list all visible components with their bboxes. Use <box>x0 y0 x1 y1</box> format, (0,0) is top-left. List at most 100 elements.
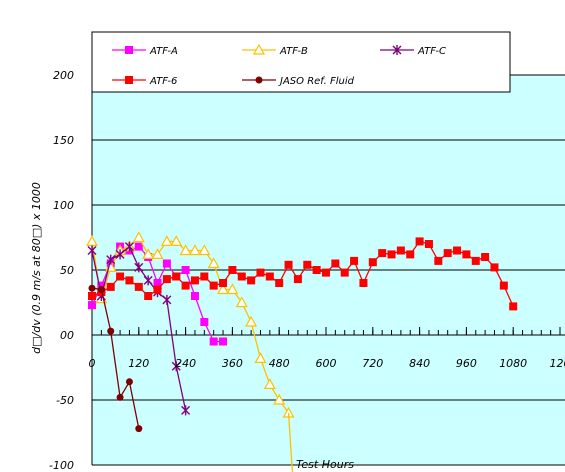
data-point-atf-a <box>153 279 162 287</box>
data-point-atf-a <box>162 259 171 268</box>
data-point-atf-a <box>209 337 218 346</box>
data-point-atf-6 <box>200 272 209 281</box>
x-tick-label: 960 <box>456 357 477 370</box>
data-point-atf-b <box>179 244 192 256</box>
series-layer <box>85 231 518 472</box>
y-tick-label: 100 <box>53 199 74 212</box>
legend-label-atf-c: ATF-C <box>417 46 446 57</box>
series-line-atf-b <box>91 236 290 414</box>
data-point-atf-a <box>190 292 199 300</box>
legend: ATF-A ATF-B ATF-C ATF-6 JASO Ref. Fluid <box>91 31 511 93</box>
y-axis-label: d□/dv (0.9 m/s at 80□) x 1000 <box>30 182 43 354</box>
data-point-atf-a <box>97 281 106 290</box>
data-point-atf-6 <box>331 259 340 268</box>
data-point-atf-b <box>207 257 220 269</box>
data-point-atf-6 <box>237 272 246 281</box>
data-point-atf-a <box>134 242 143 251</box>
data-point-atf-b <box>226 283 239 295</box>
data-point-atf-b <box>85 235 99 246</box>
y-tick-labels: 200 150 100 50 00 -50 -100 <box>49 69 74 472</box>
x-tick-label: 120 <box>128 357 149 370</box>
legend-label-atf-b: ATF-B <box>279 46 308 57</box>
data-point-atf-6 <box>209 281 218 290</box>
legend-marker-jaso-ref-fluid <box>255 76 263 84</box>
data-point-atf-6 <box>134 282 143 291</box>
data-point-atf-b <box>254 352 267 363</box>
data-point-atf-6 <box>443 249 452 258</box>
data-point-atf-a <box>88 301 96 310</box>
legend-item-atf-c: ATF-C <box>380 45 446 57</box>
x-tick-labels: 0 120 240 360 480 600 720 840 960 1080 120 <box>89 357 565 370</box>
legend-item-atf-a: ATF-A <box>112 46 178 57</box>
x-tick-label: 600 <box>316 357 337 370</box>
data-point-atf-b <box>263 378 276 389</box>
series-line-atf-b-tail <box>287 412 294 472</box>
data-point-atf-6 <box>415 237 424 246</box>
data-point-atf-a <box>219 337 228 346</box>
data-point-atf-b <box>151 248 164 259</box>
legend-label-jaso-ref-fluid: JASO Ref. Fluid <box>278 76 355 87</box>
data-point-atf-6 <box>453 246 462 255</box>
data-point-atf-6 <box>303 260 312 269</box>
data-point-atf-b <box>245 315 258 327</box>
data-point-atf-b <box>188 244 201 256</box>
data-point-atf-6 <box>499 281 508 290</box>
x-tick-label: 120 <box>550 357 565 370</box>
x-tick-label: 480 <box>269 357 290 370</box>
data-point-atf-a <box>181 266 190 274</box>
y-tick-label: 150 <box>53 134 74 147</box>
data-point-atf-6 <box>340 268 349 277</box>
data-point-atf-6 <box>265 272 274 281</box>
legend-label-atf-6: ATF-6 <box>149 76 177 87</box>
legend-item-atf-6: ATF-6 <box>112 76 177 87</box>
series-line-atf-6 <box>91 240 514 307</box>
data-point-atf-c <box>87 245 97 256</box>
data-point-atf-c <box>106 254 116 265</box>
data-point-atf-a <box>200 318 209 326</box>
legend-label-atf-a: ATF-A <box>149 46 178 57</box>
data-point-atf-6 <box>509 302 518 311</box>
data-point-atf-6 <box>88 292 96 300</box>
data-point-atf-6 <box>434 256 443 265</box>
data-point-atf-6 <box>172 272 181 281</box>
data-point-atf-6 <box>228 266 237 274</box>
data-point-atf-6 <box>219 279 228 287</box>
data-point-atf-6 <box>275 279 284 287</box>
legend-box <box>91 31 511 93</box>
data-point-atf-6 <box>312 266 321 274</box>
data-point-atf-b <box>198 244 211 256</box>
data-point-atf-b <box>273 393 286 405</box>
data-point-atf-6 <box>190 276 199 285</box>
data-point-atf-6 <box>481 253 490 261</box>
x-tick-label: 0 <box>89 357 96 370</box>
data-point-atf-6 <box>162 275 171 284</box>
data-point-atf-6 <box>247 276 256 285</box>
data-point-atf-c <box>162 294 172 305</box>
series-jaso-ref-fluid <box>88 284 143 433</box>
data-point-atf-b <box>170 235 183 246</box>
data-point-atf-6 <box>378 249 387 258</box>
data-point-atf-b <box>217 283 230 295</box>
y-tick-label: 00 <box>60 329 74 342</box>
data-point-atf-6 <box>293 275 302 284</box>
data-point-atf-6 <box>144 292 153 300</box>
data-point-atf-6 <box>125 276 134 285</box>
y-tick-label: 50 <box>60 264 74 277</box>
data-point-atf-c <box>143 275 153 286</box>
data-point-atf-6 <box>106 282 115 291</box>
data-point-jaso-ref-fluid <box>97 286 105 293</box>
data-point-atf-6 <box>256 268 265 277</box>
data-point-atf-6 <box>387 250 396 259</box>
legend-marker-atf-6 <box>125 76 133 84</box>
data-point-atf-c <box>181 405 191 416</box>
data-point-jaso-ref-fluid <box>107 327 115 335</box>
data-point-atf-b <box>132 231 145 243</box>
data-point-atf-6 <box>284 260 293 269</box>
data-point-atf-6 <box>396 246 405 255</box>
data-point-atf-6 <box>406 250 415 259</box>
y-tick-label: -100 <box>49 459 74 472</box>
y-tick-label: -50 <box>56 394 74 407</box>
x-axis-label: Test Hours <box>296 458 354 471</box>
data-point-jaso-ref-fluid <box>116 393 124 401</box>
